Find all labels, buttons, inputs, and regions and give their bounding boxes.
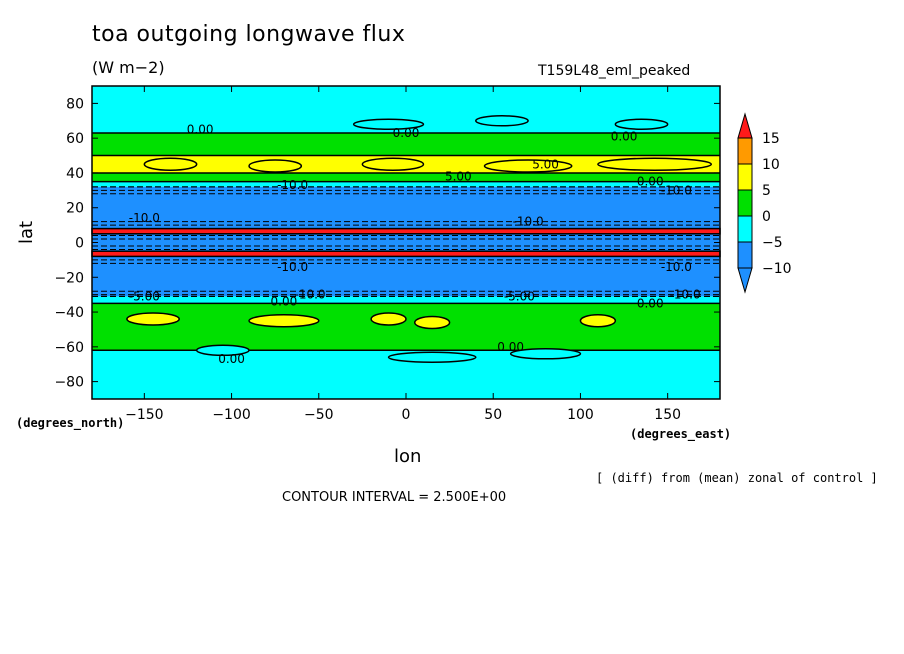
negative-anomaly-patch [475, 115, 529, 127]
zonal-band [92, 172, 720, 182]
zonal-band [92, 303, 720, 351]
strong-anomaly-band [91, 250, 721, 258]
contour-label: 0.00 [393, 126, 420, 140]
colorbar-label: −5 [762, 235, 783, 251]
zonal-band [92, 296, 720, 304]
x-tick-label: 100 [567, 407, 594, 423]
colorbar-label: −10 [762, 261, 792, 277]
colorbar-segment [737, 241, 753, 269]
contour-label: -10.0 [670, 288, 701, 302]
y-tick-label: 40 [66, 166, 84, 182]
negative-anomaly-patch [614, 118, 669, 131]
positive-anomaly-patch [597, 157, 713, 171]
chart-units: (W m−2) [92, 58, 165, 77]
strong-anomaly-band [91, 227, 721, 235]
positive-anomaly-patch [413, 315, 451, 330]
positive-anomaly-patch [143, 157, 198, 171]
y-tick-label: 20 [66, 201, 84, 217]
colorbar-segment [737, 163, 753, 191]
negative-anomaly-patch [509, 348, 582, 360]
zonal-band [92, 181, 720, 187]
contour-label: -10.0 [661, 183, 692, 197]
contour-label: 0.00 [271, 295, 298, 309]
x-tick-label: −100 [212, 407, 250, 423]
contour-label: 0.00 [637, 296, 664, 310]
chart-title: toa outgoing longwave flux [92, 22, 406, 47]
contour-label: 0.00 [187, 122, 214, 136]
contour-label: -10.0 [277, 260, 308, 274]
colorbar-arrow-bottom [737, 267, 753, 294]
y-axis-units: (degrees_north) [16, 416, 125, 430]
colorbar-segment [737, 137, 753, 165]
colorbar-segment [737, 189, 753, 217]
contour-label: 0.00 [611, 129, 638, 143]
y-tick-label: −80 [54, 375, 84, 391]
zonal-band [92, 186, 720, 229]
contour-label: 0.00 [637, 175, 664, 189]
colorbar-label: 0 [762, 209, 771, 225]
y-tick-label: 80 [66, 96, 84, 112]
contour-label: -10.0 [129, 211, 160, 225]
contour-label: -10.0 [661, 260, 692, 274]
diff-note: [ (diff) from (mean) zonal of control ] [596, 471, 878, 485]
contour-label: -5.00 [129, 289, 160, 303]
contour-label: -10.0 [295, 288, 326, 302]
x-tick-label: −50 [304, 407, 334, 423]
y-tick-label: 0 [75, 236, 84, 252]
y-tick-label: −40 [54, 305, 84, 321]
positive-anomaly-patch [483, 159, 573, 173]
positive-anomaly-patch [248, 314, 320, 328]
x-tick-label: −150 [125, 407, 163, 423]
y-tick-label: −20 [54, 270, 84, 286]
contour-label: -5.00 [504, 289, 535, 303]
x-tick-label: 0 [402, 407, 411, 423]
x-axis-label: lon [394, 446, 422, 467]
contour-label: 0.00 [218, 352, 245, 366]
positive-anomaly-patch [248, 159, 303, 173]
colorbar-label: 5 [762, 183, 771, 199]
x-axis-units: (degrees_east) [630, 427, 732, 441]
contour-label: -10.0 [277, 178, 308, 192]
run-name: T159L48_eml_peaked [538, 63, 691, 79]
colorbar-segment [737, 215, 753, 243]
positive-anomaly-patch [361, 157, 425, 171]
positive-anomaly-patch [370, 312, 407, 326]
negative-anomaly-patch [387, 351, 477, 364]
zonal-band [92, 256, 720, 297]
contour-label: 0.00 [497, 340, 524, 354]
x-tick-label: 50 [484, 407, 502, 423]
zonal-band [92, 233, 720, 252]
contour-label: -10.0 [513, 215, 544, 229]
positive-anomaly-patch [126, 312, 180, 326]
y-tick-label: 60 [66, 131, 84, 147]
contour-label: 5.00 [445, 169, 472, 183]
positive-anomaly-patch [579, 314, 617, 328]
contour-label: 5.00 [532, 157, 559, 171]
colorbar-label: 15 [762, 131, 780, 147]
y-tick-label: −60 [54, 340, 84, 356]
x-tick-label: 150 [654, 407, 681, 423]
colorbar-arrow-top [737, 112, 753, 139]
negative-anomaly-patch [195, 344, 250, 357]
contour-interval: CONTOUR INTERVAL = 2.500E+00 [282, 490, 507, 505]
colorbar-label: 10 [762, 157, 780, 173]
negative-anomaly-patch [352, 118, 425, 131]
zonal-band [92, 132, 720, 156]
